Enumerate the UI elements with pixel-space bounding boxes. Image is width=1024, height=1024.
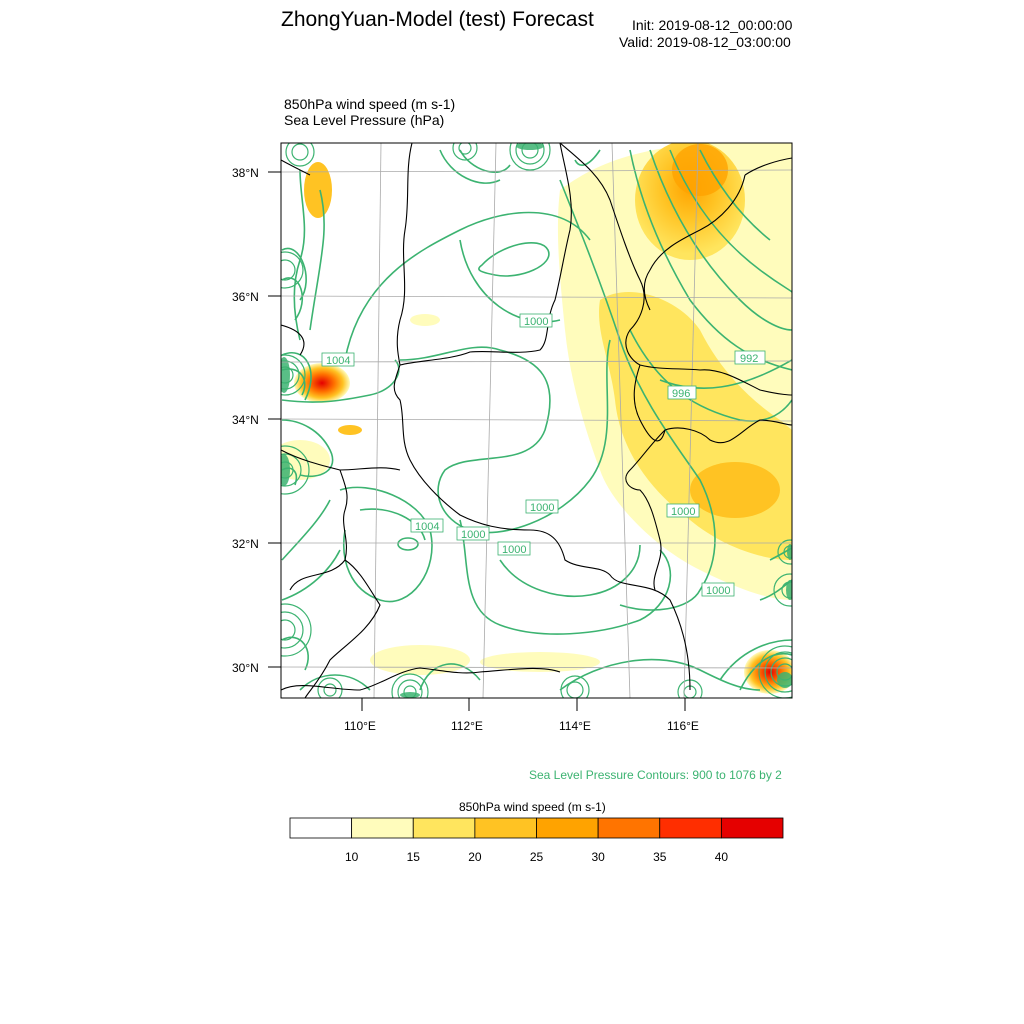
contour-label-box [666, 503, 700, 518]
contour-dense [281, 143, 792, 698]
lat-tick-label: 38°N [232, 166, 259, 180]
wind-field-label: 850hPa wind speed (m s-1) [284, 96, 456, 112]
contour-label: 992 [740, 353, 758, 365]
colorbar-swatch [351, 817, 414, 839]
contour-label-box [497, 541, 531, 556]
colorbar-level-label: 25 [530, 850, 544, 864]
colorbar-swatch [289, 817, 353, 839]
graticule [281, 143, 792, 698]
contour-label: 1000 [524, 316, 548, 328]
contour-label-box [321, 352, 355, 367]
contour-label: 1000 [706, 585, 730, 597]
contour-label: 1004 [415, 521, 439, 533]
contour-label-box [410, 518, 444, 533]
contour-note: Sea Level Pressure Contours: 900 to 1076… [529, 768, 782, 782]
contour-label: 996 [672, 388, 690, 400]
colorbar-swatch [474, 817, 537, 839]
contour-label-group: 1004 1000 992 996 1004 1000 1000 1000 10… [321, 313, 766, 597]
contour-label-box [667, 385, 697, 400]
map-frame [280, 142, 793, 699]
lat-tick-label: 34°N [232, 413, 259, 427]
lon-tick-label: 110°E [344, 719, 376, 733]
colorbar: 10 15 20 25 30 35 40 [289, 817, 784, 864]
pressure-contours [281, 149, 792, 691]
contour-label-box [525, 499, 559, 514]
lat-tick-label: 36°N [232, 290, 259, 304]
lon-tick-marks [361, 698, 686, 711]
colorbar-level-label: 15 [407, 850, 421, 864]
colorbar-swatch [412, 817, 476, 839]
colorbar-swatch [597, 817, 661, 839]
colorbar-swatch [720, 817, 784, 839]
wind-shading [281, 143, 792, 694]
contour-label-box [734, 350, 766, 365]
lon-tick-label: 112°E [451, 719, 483, 733]
colorbar-swatch [536, 817, 599, 839]
colorbar-swatch [659, 817, 722, 839]
contour-label: 1004 [326, 355, 350, 367]
main-title: ZhongYuan-Model (test) Forecast [281, 8, 594, 31]
colorbar-level-label: 10 [345, 850, 359, 864]
lat-tick-marks [268, 171, 281, 668]
contour-label-box [456, 526, 490, 541]
province-borders [281, 143, 792, 698]
slp-field-label: Sea Level Pressure (hPa) [284, 112, 445, 128]
colorbar-level-label: 40 [715, 850, 729, 864]
valid-time: Valid: 2019-08-12_03:00:00 [619, 34, 791, 50]
colorbar-level-label: 35 [653, 850, 667, 864]
colorbar-level-label: 30 [591, 850, 605, 864]
colorbar-title: 850hPa wind speed (m s-1) [459, 800, 606, 814]
contour-label: 1000 [671, 506, 695, 518]
contour-label: 1000 [461, 529, 485, 541]
lon-tick-label: 114°E [559, 719, 591, 733]
contour-label: 1000 [502, 544, 526, 556]
contour-label-box [701, 582, 735, 597]
lat-tick-label: 32°N [232, 537, 259, 551]
contour-blobs [281, 143, 792, 698]
init-time: Init: 2019-08-12_00:00:00 [632, 17, 793, 33]
lat-tick-label: 30°N [232, 661, 259, 675]
contour-label: 1000 [530, 502, 554, 514]
contour-label-box [519, 313, 553, 328]
lon-tick-label: 116°E [667, 719, 699, 733]
colorbar-level-label: 20 [468, 850, 482, 864]
